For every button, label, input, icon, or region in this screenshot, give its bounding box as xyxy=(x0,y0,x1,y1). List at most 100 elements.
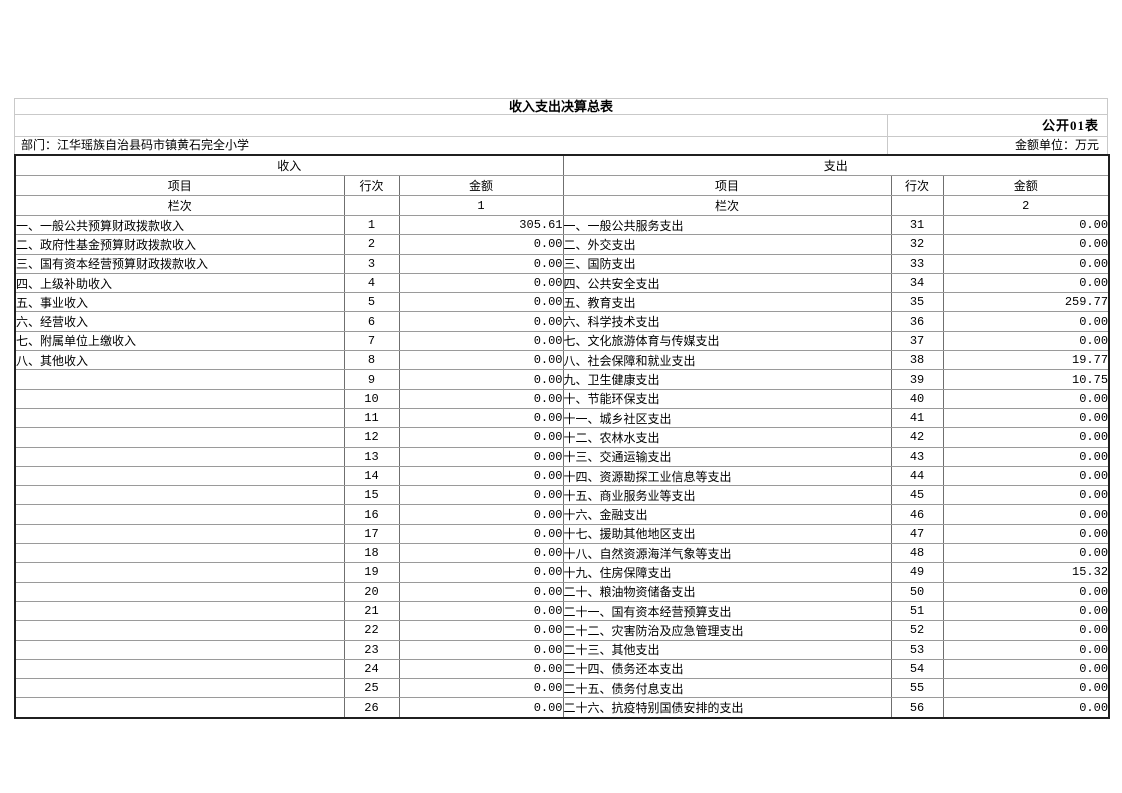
expenditure-item-cell: 十八、自然资源海洋气象等支出 xyxy=(562,543,892,564)
expenditure-amount-cell: 0.00 xyxy=(942,485,1110,506)
expenditure-amount-cell: 0.00 xyxy=(942,600,1110,622)
income-line-cell: 13 xyxy=(343,446,400,467)
income-item-cell xyxy=(14,465,345,487)
expenditure-amount-cell: 0.00 xyxy=(942,639,1110,660)
income-line-cell: 17 xyxy=(343,523,400,545)
table-row: 25 0.00 二十五、债务付息支出 55 0.00 xyxy=(14,678,1110,699)
section-header-row: 收入 支出 xyxy=(14,154,1110,176)
income-amount-cell: 0.00 xyxy=(398,678,564,699)
unit-label: 金额单位：万元 xyxy=(887,137,1107,154)
income-line-cell: 6 xyxy=(343,311,400,332)
income-item-cell xyxy=(14,600,345,622)
income-item-cell xyxy=(14,504,345,525)
income-line-cell: 10 xyxy=(343,388,400,409)
income-section-header: 收入 xyxy=(14,154,564,176)
income-column-index: 1 xyxy=(398,195,564,216)
column-index-row: 栏次 1 栏次 2 xyxy=(14,195,1110,216)
expenditure-lanci-label: 栏次 xyxy=(562,195,892,216)
income-item-cell xyxy=(14,485,345,506)
expenditure-amount-cell: 0.00 xyxy=(942,465,1110,487)
income-amount-cell: 0.00 xyxy=(398,504,564,525)
table-row: 六、经营收入 6 0.00 六、科学技术支出 36 0.00 xyxy=(14,311,1110,332)
expenditure-line-cell: 49 xyxy=(890,562,944,583)
expenditure-item-cell: 十五、商业服务业等支出 xyxy=(562,485,892,506)
income-lanci-label: 栏次 xyxy=(14,195,345,216)
income-item-cell: 八、其他收入 xyxy=(14,350,345,371)
expenditure-item-cell: 四、公共安全支出 xyxy=(562,272,892,294)
table-code-label: 公开01表 xyxy=(887,115,1107,136)
expenditure-item-cell: 二十一、国有资本经营预算支出 xyxy=(562,600,892,622)
income-item-cell xyxy=(14,620,345,641)
income-item-cell xyxy=(14,562,345,583)
table-row: 一、一般公共预算财政拨款收入 1 305.61 一、一般公共服务支出 31 0.… xyxy=(14,214,1110,236)
income-line-cell: 21 xyxy=(343,600,400,622)
income-line-cell: 8 xyxy=(343,350,400,371)
income-item-cell: 六、经营收入 xyxy=(14,311,345,332)
table-row: 26 0.00 二十六、抗疫特别国债安排的支出 56 0.00 xyxy=(14,697,1110,719)
expenditure-item-cell: 二、外交支出 xyxy=(562,234,892,255)
expenditure-line-cell: 42 xyxy=(890,427,944,448)
income-amount-cell: 0.00 xyxy=(398,465,564,487)
expenditure-line-cell: 47 xyxy=(890,523,944,545)
income-amount-cell: 0.00 xyxy=(398,388,564,409)
income-amount-cell: 0.00 xyxy=(398,485,564,506)
expenditure-amount-cell: 0.00 xyxy=(942,697,1110,719)
income-line-cell: 18 xyxy=(343,543,400,564)
expenditure-line-cell: 51 xyxy=(890,600,944,622)
expenditure-section-header: 支出 xyxy=(562,154,1110,176)
income-line-cell: 24 xyxy=(343,658,400,680)
expenditure-line-cell: 38 xyxy=(890,350,944,371)
expenditure-column-index: 2 xyxy=(942,195,1110,216)
expenditure-amount-cell: 0.00 xyxy=(942,620,1110,641)
income-line-cell: 26 xyxy=(343,697,400,719)
expenditure-item-cell: 九、卫生健康支出 xyxy=(562,369,892,390)
expenditure-line-cell: 31 xyxy=(890,214,944,236)
income-line-cell: 15 xyxy=(343,485,400,506)
expenditure-line-cell: 45 xyxy=(890,485,944,506)
income-line-cell: 23 xyxy=(343,639,400,660)
expenditure-line-cell: 50 xyxy=(890,581,944,602)
income-amount-cell: 0.00 xyxy=(398,272,564,294)
income-item-cell: 一、一般公共预算财政拨款收入 xyxy=(14,214,345,236)
table-row: 八、其他收入 8 0.00 八、社会保障和就业支出 38 19.77 xyxy=(14,350,1110,371)
income-item-header: 项目 xyxy=(14,175,345,196)
expenditure-amount-cell: 0.00 xyxy=(942,407,1110,429)
table-code-row-spacer xyxy=(15,115,887,136)
income-line-cell: 14 xyxy=(343,465,400,487)
expenditure-line-cell: 34 xyxy=(890,272,944,294)
income-line-cell: 2 xyxy=(343,234,400,255)
expenditure-line-cell: 46 xyxy=(890,504,944,525)
income-amount-cell: 0.00 xyxy=(398,350,564,371)
expenditure-line-cell: 44 xyxy=(890,465,944,487)
expenditure-amount-cell: 0.00 xyxy=(942,446,1110,467)
expenditure-item-cell: 二十四、债务还本支出 xyxy=(562,658,892,680)
expenditure-amount-cell: 0.00 xyxy=(942,678,1110,699)
income-line-cell: 25 xyxy=(343,678,400,699)
expenditure-item-cell: 六、科学技术支出 xyxy=(562,311,892,332)
expenditure-item-cell: 十四、资源勘探工业信息等支出 xyxy=(562,465,892,487)
income-amount-cell: 0.00 xyxy=(398,620,564,641)
expenditure-item-cell: 二十三、其他支出 xyxy=(562,639,892,660)
expenditure-line-cell: 39 xyxy=(890,369,944,390)
expenditure-amount-cell: 0.00 xyxy=(942,388,1110,409)
income-amount-cell: 0.00 xyxy=(398,562,564,583)
expenditure-item-cell: 七、文化旅游体育与传媒支出 xyxy=(562,330,892,352)
income-item-cell xyxy=(14,581,345,602)
table-code-row: 公开01表 xyxy=(15,115,1107,137)
table-row: 14 0.00 十四、资源勘探工业信息等支出 44 0.00 xyxy=(14,465,1110,487)
table-row: 19 0.00 十九、住房保障支出 49 15.32 xyxy=(14,562,1110,583)
income-amount-cell: 0.00 xyxy=(398,600,564,622)
expenditure-amount-cell: 0.00 xyxy=(942,253,1110,274)
income-amount-cell: 0.00 xyxy=(398,658,564,680)
expenditure-lanci-blank xyxy=(890,195,944,216)
table-row: 24 0.00 二十四、债务还本支出 54 0.00 xyxy=(14,658,1110,680)
table-row: 七、附属单位上缴收入 7 0.00 七、文化旅游体育与传媒支出 37 0.00 xyxy=(14,330,1110,352)
income-item-cell xyxy=(14,543,345,564)
expenditure-item-cell: 十三、交通运输支出 xyxy=(562,446,892,467)
expenditure-amount-cell: 0.00 xyxy=(942,543,1110,564)
expenditure-amount-cell: 0.00 xyxy=(942,427,1110,448)
expenditure-item-cell: 十七、援助其他地区支出 xyxy=(562,523,892,545)
table-row: 四、上级补助收入 4 0.00 四、公共安全支出 34 0.00 xyxy=(14,272,1110,294)
expenditure-amount-cell: 0.00 xyxy=(942,234,1110,255)
expenditure-line-cell: 48 xyxy=(890,543,944,564)
